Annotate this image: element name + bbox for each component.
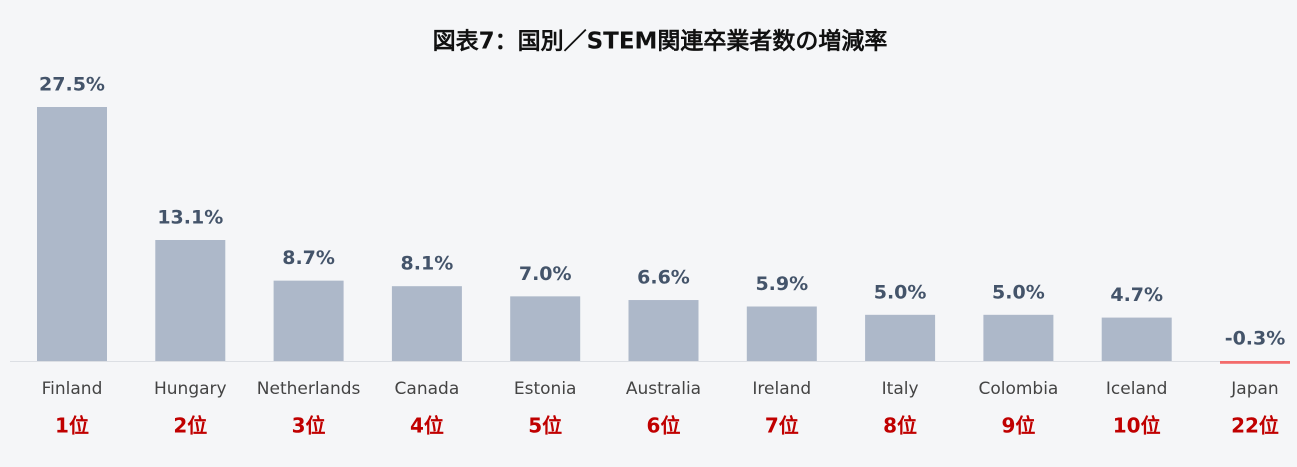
rank-label: 10位 (1113, 414, 1161, 438)
value-label: 13.1% (157, 207, 223, 229)
bar (391, 286, 462, 361)
rank-label: 8位 (883, 414, 917, 438)
x-tick-label: Japan (1230, 379, 1278, 399)
x-tick-label: Ireland (752, 379, 811, 399)
bar (510, 296, 581, 361)
rank-label: 3位 (292, 414, 326, 438)
rank-label: 4位 (410, 414, 444, 438)
bar (628, 300, 699, 361)
value-label: 8.7% (282, 247, 335, 269)
rank-label: 1位 (55, 414, 89, 438)
bar (273, 280, 344, 361)
bar (37, 107, 107, 361)
rank-label: 22位 (1231, 414, 1279, 438)
x-tick-label: Italy (882, 379, 919, 399)
x-tick-label: Estonia (514, 379, 577, 399)
value-label: -0.3% (1225, 328, 1286, 350)
rank-label: 2位 (173, 414, 207, 438)
x-tick-label: Finland (42, 379, 103, 399)
x-tick-label: Netherlands (257, 379, 361, 399)
value-label: 7.0% (519, 263, 572, 285)
x-tick-label: Hungary (154, 379, 227, 399)
bar (1220, 361, 1290, 364)
chart-title: 図表7：国別／STEM関連卒業者数の増減率 (433, 28, 888, 55)
rank-label: 6位 (647, 414, 681, 438)
bar (983, 314, 1054, 361)
value-label: 27.5% (39, 74, 105, 96)
x-tick-label: Australia (626, 379, 701, 399)
bar (155, 240, 226, 361)
rank-label: 7位 (765, 414, 799, 438)
rank-label: 5位 (528, 414, 562, 438)
bar (1101, 317, 1172, 361)
value-label: 4.7% (1110, 284, 1163, 306)
x-tick-label: Iceland (1106, 379, 1168, 399)
x-tick-label: Canada (395, 379, 460, 399)
bar (746, 306, 817, 361)
value-label: 8.1% (401, 253, 454, 275)
value-label: 6.6% (637, 267, 690, 289)
rank-label: 9位 (1001, 414, 1035, 438)
x-tick-label: Colombia (978, 379, 1058, 399)
value-label: 5.0% (992, 281, 1045, 303)
value-label: 5.9% (755, 273, 808, 295)
bar (865, 314, 936, 361)
value-label: 5.0% (874, 281, 927, 303)
